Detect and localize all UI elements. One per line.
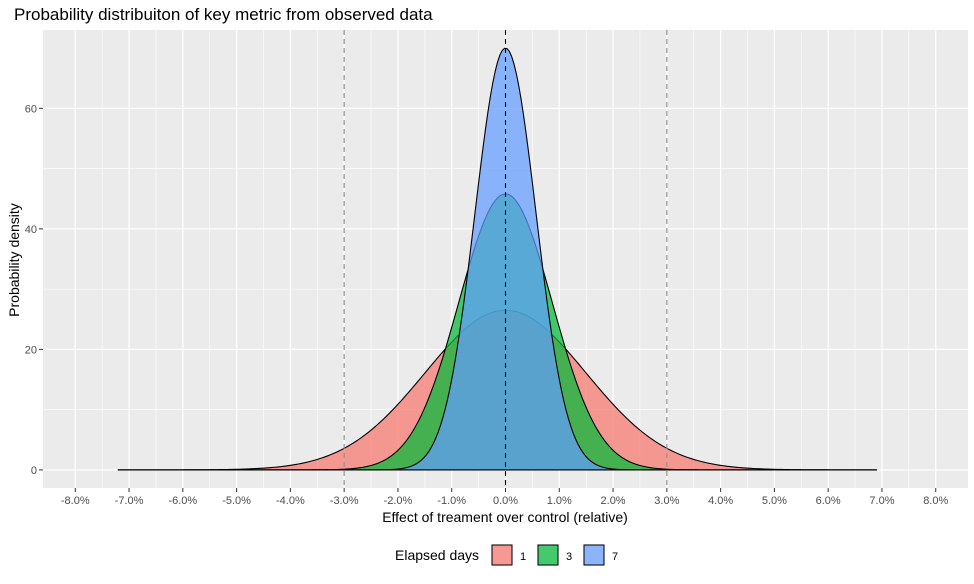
legend-swatch-7 xyxy=(583,544,605,566)
legend: Elapsed days 1 3 7 xyxy=(395,544,618,566)
x-tick-label: 5.0% xyxy=(762,495,787,507)
x-tick-label: -4.0% xyxy=(276,495,305,507)
x-tick-label: -5.0% xyxy=(222,495,251,507)
legend-title: Elapsed days xyxy=(395,547,479,563)
x-tick-label: 4.0% xyxy=(708,495,733,507)
x-axis-label: Effect of treament over control (relativ… xyxy=(382,509,628,525)
x-tick-label: -8.0% xyxy=(61,495,90,507)
x-tick-label: 8.0% xyxy=(923,495,948,507)
x-tick-label: -2.0% xyxy=(384,495,413,507)
legend-label-3: 3 xyxy=(566,551,572,563)
x-tick-label: 2.0% xyxy=(601,495,626,507)
density-areas xyxy=(117,47,878,471)
legend-label-7: 7 xyxy=(612,551,618,563)
x-tick-label: -6.0% xyxy=(168,495,197,507)
grid-minor xyxy=(43,30,968,488)
legend-items: 1 3 7 xyxy=(491,544,618,566)
y-axis-label: Probability density xyxy=(6,203,22,317)
x-tick-label: -3.0% xyxy=(330,495,359,507)
y-tick-label: 0 xyxy=(31,465,37,477)
x-tick-label: 0.0% xyxy=(493,495,518,507)
chart-title: Probability distribuiton of key metric f… xyxy=(14,5,433,24)
legend-label-1: 1 xyxy=(520,551,526,563)
y-tick-label: 40 xyxy=(25,224,37,236)
x-tick-label: -1.0% xyxy=(437,495,466,507)
x-tick-label: 1.0% xyxy=(547,495,572,507)
y-axis-ticks: 0 20 40 60 xyxy=(25,103,43,477)
density-area-7 xyxy=(117,47,878,471)
reference-lines xyxy=(343,30,668,488)
legend-swatch-3 xyxy=(537,544,559,566)
legend-swatch-1 xyxy=(491,544,513,566)
x-tick-label: -7.0% xyxy=(115,495,144,507)
x-axis-ticks: -8.0% -7.0% -6.0% -5.0% -4.0% -3.0% -2.0% -1.0%… xyxy=(61,488,948,507)
x-tick-label: 3.0% xyxy=(654,495,679,507)
y-tick-label: 60 xyxy=(25,103,37,115)
x-tick-label: 7.0% xyxy=(869,495,894,507)
x-tick-label: 6.0% xyxy=(816,495,841,507)
y-tick-label: 20 xyxy=(25,344,37,356)
